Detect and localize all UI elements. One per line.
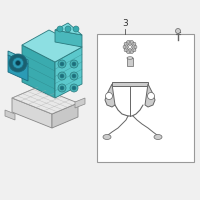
Circle shape	[58, 72, 66, 80]
Circle shape	[148, 92, 154, 99]
Circle shape	[123, 46, 126, 48]
Circle shape	[72, 74, 76, 78]
Polygon shape	[55, 30, 82, 47]
Circle shape	[176, 28, 180, 33]
Bar	[97, 34, 194, 162]
Circle shape	[60, 86, 64, 90]
Polygon shape	[22, 45, 55, 98]
Circle shape	[60, 74, 64, 78]
Circle shape	[124, 42, 127, 45]
Polygon shape	[105, 84, 115, 107]
Circle shape	[133, 42, 136, 45]
Circle shape	[73, 26, 79, 32]
Circle shape	[57, 26, 63, 32]
Ellipse shape	[154, 134, 162, 140]
Ellipse shape	[127, 57, 133, 59]
Circle shape	[127, 40, 130, 43]
Bar	[127, 58, 133, 66]
Polygon shape	[52, 103, 78, 128]
Circle shape	[127, 51, 130, 54]
Circle shape	[127, 44, 133, 50]
Polygon shape	[22, 30, 82, 62]
Circle shape	[130, 51, 133, 54]
Polygon shape	[145, 84, 155, 107]
Circle shape	[133, 49, 136, 52]
Circle shape	[12, 58, 24, 68]
Circle shape	[9, 54, 27, 72]
Circle shape	[72, 86, 76, 90]
Circle shape	[70, 60, 78, 68]
Circle shape	[70, 84, 78, 92]
Polygon shape	[12, 98, 52, 128]
Circle shape	[124, 41, 136, 53]
Circle shape	[16, 60, 21, 66]
Polygon shape	[12, 87, 78, 114]
Circle shape	[128, 46, 132, 48]
Circle shape	[60, 62, 64, 66]
Circle shape	[58, 84, 66, 92]
Polygon shape	[55, 23, 82, 35]
Text: 3: 3	[122, 19, 128, 28]
Polygon shape	[75, 98, 85, 108]
Circle shape	[65, 26, 71, 32]
Circle shape	[58, 60, 66, 68]
Circle shape	[70, 72, 78, 80]
Polygon shape	[112, 82, 148, 86]
Polygon shape	[5, 110, 15, 120]
Polygon shape	[8, 51, 28, 64]
Circle shape	[106, 92, 112, 99]
Circle shape	[130, 40, 133, 43]
Polygon shape	[55, 47, 82, 98]
Circle shape	[72, 62, 76, 66]
Circle shape	[124, 49, 127, 52]
Circle shape	[134, 46, 137, 48]
Polygon shape	[8, 55, 28, 81]
Ellipse shape	[103, 134, 111, 140]
